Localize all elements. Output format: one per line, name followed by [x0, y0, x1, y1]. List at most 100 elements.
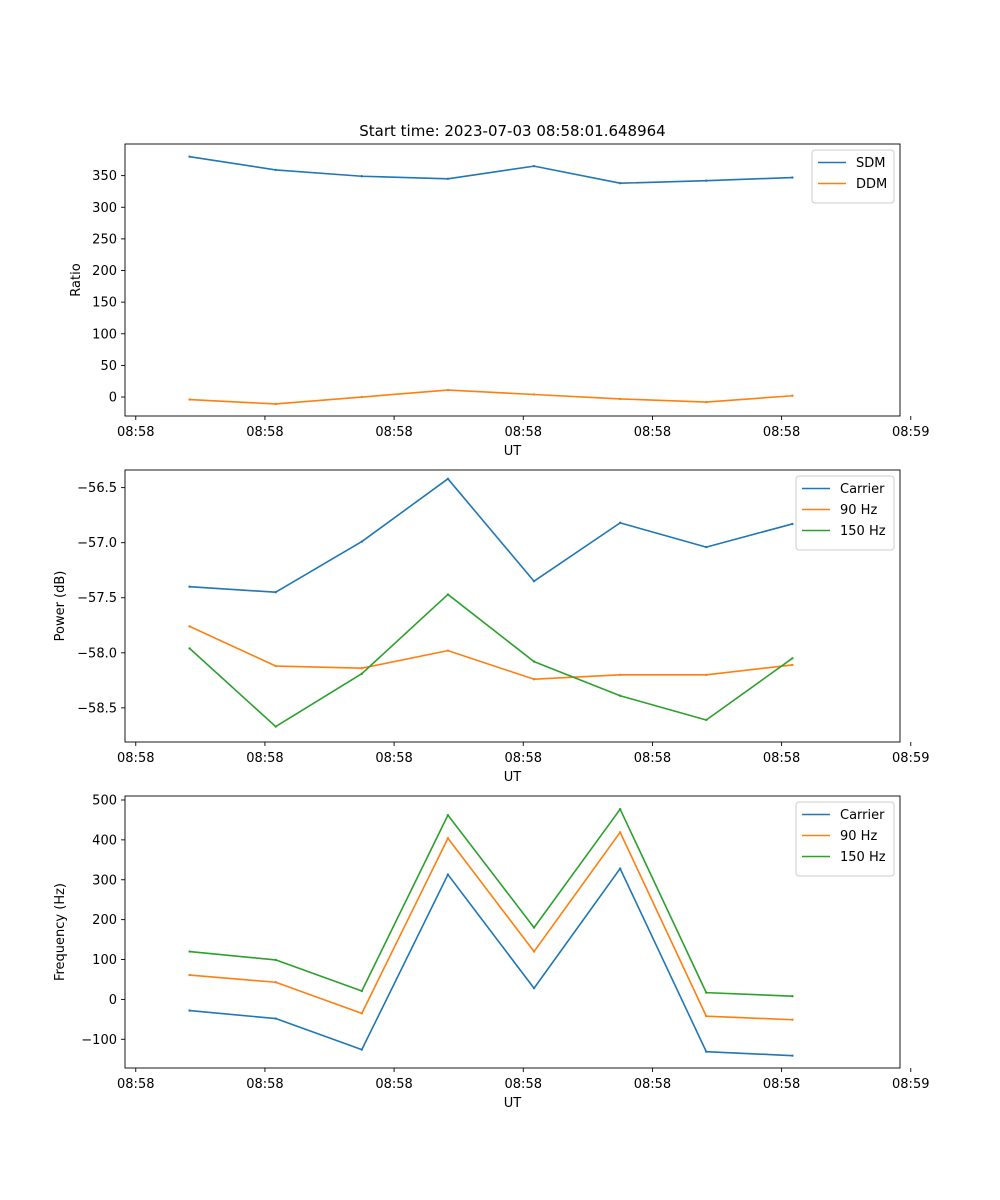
chart3-series-90-hz-point — [791, 1018, 794, 1021]
chart3-x-tick-label: 08:58 — [246, 1077, 283, 1092]
chart3-series-90-hz-point — [188, 973, 191, 977]
chart2-series-90-hz-point — [274, 664, 277, 668]
chart1-x-tick-label: 08:59 — [892, 425, 929, 440]
chart3-y-tick-label: 500 — [92, 793, 117, 808]
chart2-axes-frame — [124, 469, 901, 743]
chart1-legend-label-sdm: SDM — [856, 156, 885, 171]
chart2-y-tick-label: −57.5 — [77, 591, 117, 606]
chart3-legend-box — [795, 801, 895, 877]
chart2-legend-label-90-hz: 90 Hz — [840, 503, 877, 518]
chart2-series-90-hz-point — [532, 678, 536, 681]
chart2-y-tick-label: −58.5 — [77, 701, 117, 716]
chart3-series-150-hz-point — [791, 995, 794, 998]
chart2-series-150-hz-point — [360, 672, 364, 675]
chart2-series-150-hz-point — [532, 660, 536, 663]
chart3-series-carrier-point — [791, 1054, 794, 1057]
chart3-series-150-hz-point — [618, 807, 622, 811]
chart1-series-ddm-point — [705, 400, 708, 404]
chart2-series-150-hz-point — [618, 694, 622, 697]
chart3-series-carrier-point — [360, 1048, 364, 1051]
chart3-series-150-hz-line — [189, 808, 793, 998]
chart1-series-ddm-point — [618, 397, 622, 401]
chart3-legend: Carrier 90 Hz 150 Hz — [795, 801, 895, 877]
chart3-series-carrier-point — [618, 867, 622, 870]
chart2-series-90-hz-point — [360, 667, 364, 670]
chart1-series-sdm-point — [446, 177, 450, 180]
chart3-series-150-hz-point — [532, 926, 536, 929]
chart1-series-sdm-point — [791, 176, 794, 179]
chart2-series-90-hz-line — [189, 625, 793, 681]
chart1-y-axis-label: Ratio — [69, 263, 84, 296]
chart1-y-tick-label: 150 — [92, 296, 117, 311]
chart2-x-tick-label: 08:58 — [117, 751, 154, 766]
chart3-y-tick-label: 100 — [92, 953, 117, 968]
chart3-legend-label-carrier: Carrier — [840, 808, 885, 823]
chart1-series-ddm-point — [274, 402, 277, 406]
chart1-series-ddm-point — [188, 398, 191, 401]
chart2-panel: 08:58 08:58 08:58 08:58 08:58 08:58 08:59 −58.5… — [53, 469, 929, 785]
chart2-series-carrier-point — [791, 522, 794, 526]
chart3-y-tick-label: 0 — [109, 993, 117, 1008]
chart1-series-sdm-point — [618, 182, 622, 185]
chart1-series-sdm-line — [189, 155, 793, 185]
chart3-series-150-hz-point — [188, 950, 191, 953]
chart3-y-tick-label: 200 — [92, 913, 117, 928]
chart2-x-tick-label: 08:58 — [505, 751, 542, 766]
chart2-x-tick-label: 08:58 — [763, 751, 800, 766]
chart2-legend-label-150-hz: 150 Hz — [840, 524, 886, 539]
chart2-x-axis-label: UT — [504, 770, 522, 785]
chart1-series-ddm-point — [360, 395, 364, 399]
chart2-series-carrier-line — [189, 478, 793, 594]
chart3-series-90-hz-point — [274, 981, 277, 984]
figure-title: Start time: 2023-07-03 08:58:01.648964 — [359, 122, 665, 140]
chart3-x-tick-label: 08:58 — [634, 1077, 671, 1092]
chart2-series-carrier-point — [188, 585, 191, 588]
chart1-y-tick-label: 250 — [92, 232, 117, 247]
chart1-series-ddm-line — [189, 389, 793, 405]
chart1-y-tick-label: 0 — [109, 391, 117, 406]
chart2-series-150-hz-point — [274, 725, 277, 728]
chart3-series-90-hz-point — [360, 1012, 364, 1015]
chart3-series-150-hz-point — [446, 813, 450, 817]
chart2-series-150-hz-point — [791, 657, 794, 660]
chart1-x-tick-label: 08:58 — [117, 425, 154, 440]
chart2-x-tick-label: 08:58 — [634, 751, 671, 766]
chart2-series-90-hz-point — [446, 649, 450, 652]
chart1-series-ddm-point — [446, 388, 450, 392]
chart3-series-150-hz-point — [274, 958, 277, 962]
chart3-y-tick-label: 300 — [92, 873, 117, 888]
chart2-series-carrier-point — [532, 580, 536, 583]
chart2-series-150-hz-point — [446, 593, 450, 596]
chart3-panel: 08:58 08:58 08:58 08:58 08:58 08:58 08:59 −100 0… — [53, 793, 929, 1111]
chart2-x-tick-label: 08:58 — [246, 751, 283, 766]
chart3-x-tick-label: 08:59 — [892, 1077, 929, 1092]
chart1-legend-label-ddm: DDM — [856, 177, 887, 192]
chart3-x-tick-label: 08:58 — [375, 1077, 412, 1092]
chart3-x-tick-label: 08:58 — [505, 1077, 542, 1092]
chart2-series-carrier-point — [360, 540, 364, 543]
chart1-y-tick-label: 50 — [100, 359, 117, 374]
chart1-y-tick-label: 200 — [92, 264, 117, 279]
chart2-legend-label-carrier: Carrier — [840, 482, 885, 497]
chart1-series-sdm-point — [532, 164, 536, 168]
chart1-panel: 08:58 08:58 08:58 08:58 08:58 08:58 08:59 0 50 10… — [69, 143, 929, 459]
chart3-series-carrier-point — [274, 1017, 277, 1020]
chart2-series-carrier-point — [274, 591, 277, 594]
chart1-y-tick-label: 350 — [92, 169, 117, 184]
chart2-y-tick-label: −58.0 — [77, 646, 117, 661]
chart3-y-tick-label: 400 — [92, 833, 117, 848]
chart3-legend-label-150-hz: 150 Hz — [840, 850, 886, 865]
chart2-series-90-hz-point — [705, 673, 708, 677]
chart1-series-ddm-point — [791, 394, 794, 397]
chart3-series-carrier-point — [188, 1009, 191, 1012]
chart2-y-tick-label: −57.0 — [77, 536, 117, 551]
chart3-axes-frame — [124, 795, 901, 1069]
chart1-series-sdm-point — [705, 179, 708, 182]
chart3-y-tick-label: −100 — [81, 1033, 117, 1048]
chart2-x-tick-label: 08:59 — [892, 751, 929, 766]
chart1-legend: SDM DDM — [811, 149, 895, 204]
chart3-y-axis-label: Frequency (Hz) — [53, 883, 68, 981]
chart3-x-tick-label: 08:58 — [117, 1077, 154, 1092]
chart2-series-90-hz-point — [791, 663, 794, 667]
